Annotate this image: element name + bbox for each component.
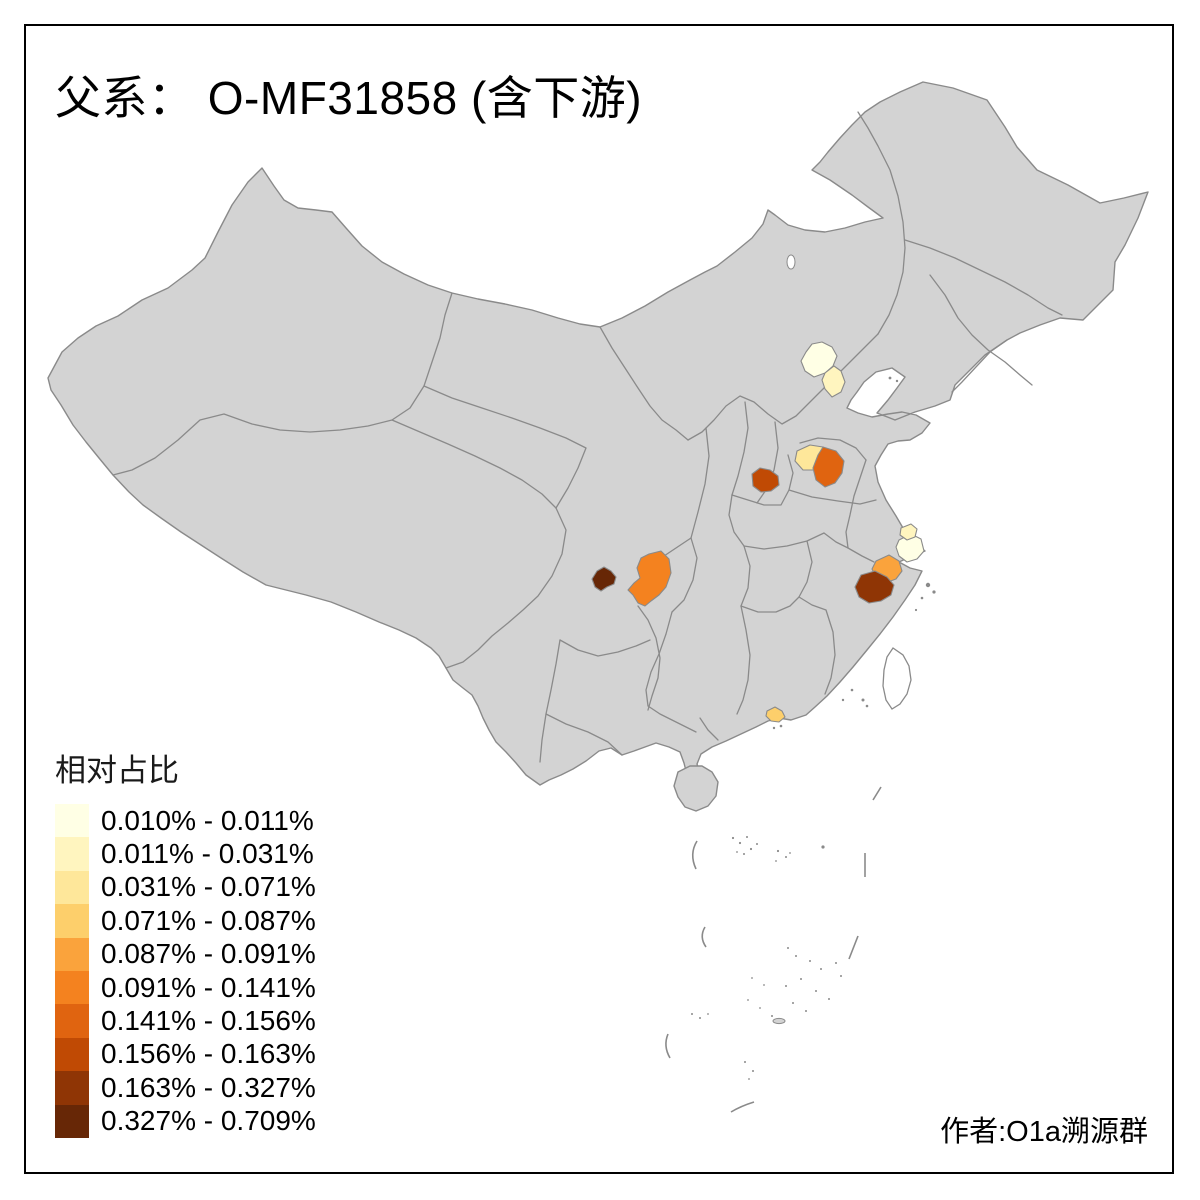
legend-swatch-5 [55,970,89,1005]
attribution-text: 作者:O1a溯源群 [940,1116,1148,1148]
china-mainland-shape [47,81,1149,786]
legend-row-8: 0.163% - 0.327% [55,1071,316,1105]
legend-swatch-9 [55,1104,89,1138]
legend-label-6: 0.141% - 0.156% [101,1005,316,1037]
hainan-island-shape [673,765,719,812]
region-tianjin-area [821,365,846,398]
hulun-lake [786,254,796,270]
legend-label-5: 0.091% - 0.141% [101,971,316,1003]
legend-swatch-8 [55,1071,89,1105]
legend-rows: 0.010% - 0.011% 0.011% - 0.031% 0.031% - 0… [55,804,316,1138]
taiwan-island-shape [882,647,912,710]
map-title-main: O-MF31858 (含下游) [194,72,643,124]
legend-label-2: 0.031% - 0.071% [101,871,316,903]
legend-swatch-2 [55,870,89,905]
legend-row-0: 0.010% - 0.011% [55,804,316,838]
legend-swatch-3 [55,904,89,938]
highlighted-regions [591,341,925,723]
legend-label-8: 0.163% - 0.327% [101,1071,316,1103]
legend-swatch-7 [55,1037,89,1072]
coastal-islands [772,376,936,730]
province-borders [112,111,1063,763]
region-jiangsu-coastal-area [899,523,918,541]
legend-row-9: 0.327% - 0.709% [55,1104,316,1138]
region-beijing-area [800,341,838,378]
legend-swatch-6 [55,1004,89,1038]
legend-row-5: 0.091% - 0.141% [55,970,316,1005]
legend-label-3: 0.071% - 0.087% [101,904,316,936]
legend-swatch-0 [55,804,89,838]
legend-title: 相对占比 [55,753,179,788]
legend-row-1: 0.011% - 0.031% [55,837,316,871]
legend-label-7: 0.156% - 0.163% [101,1038,316,1070]
legend-row-7: 0.156% - 0.163% [55,1037,316,1072]
map-title: 父系： O-MF31858 (含下游) [55,62,642,128]
legend-swatch-4 [55,937,89,971]
region-sichuan-south-area [591,566,617,592]
region-zhejiang-central-area [854,570,895,604]
legend-swatch-1 [55,837,89,871]
legend-row-6: 0.141% - 0.156% [55,1004,316,1038]
south-china-sea-islands-and-dashes [665,786,882,1113]
legend-label-9: 0.327% - 0.709% [101,1105,316,1137]
legend-label-4: 0.087% - 0.091% [101,938,316,970]
region-pearl-river-delta-area [765,706,786,723]
legend-label-0: 0.010% - 0.011% [101,804,314,836]
map-title-prefix: 父系： [55,73,195,124]
region-chongqing-west-area [627,550,672,607]
region-henan-central-area [751,467,780,493]
legend-row-2: 0.031% - 0.071% [55,870,316,905]
legend-label-1: 0.011% - 0.031% [101,838,314,870]
region-shandong-central-area [812,446,845,488]
legend-row-4: 0.087% - 0.091% [55,937,316,971]
legend-row-3: 0.071% - 0.087% [55,904,316,938]
legend: 相对占比 0.010% - 0.011% 0.011% - 0.031% 0.031… [55,745,316,1138]
